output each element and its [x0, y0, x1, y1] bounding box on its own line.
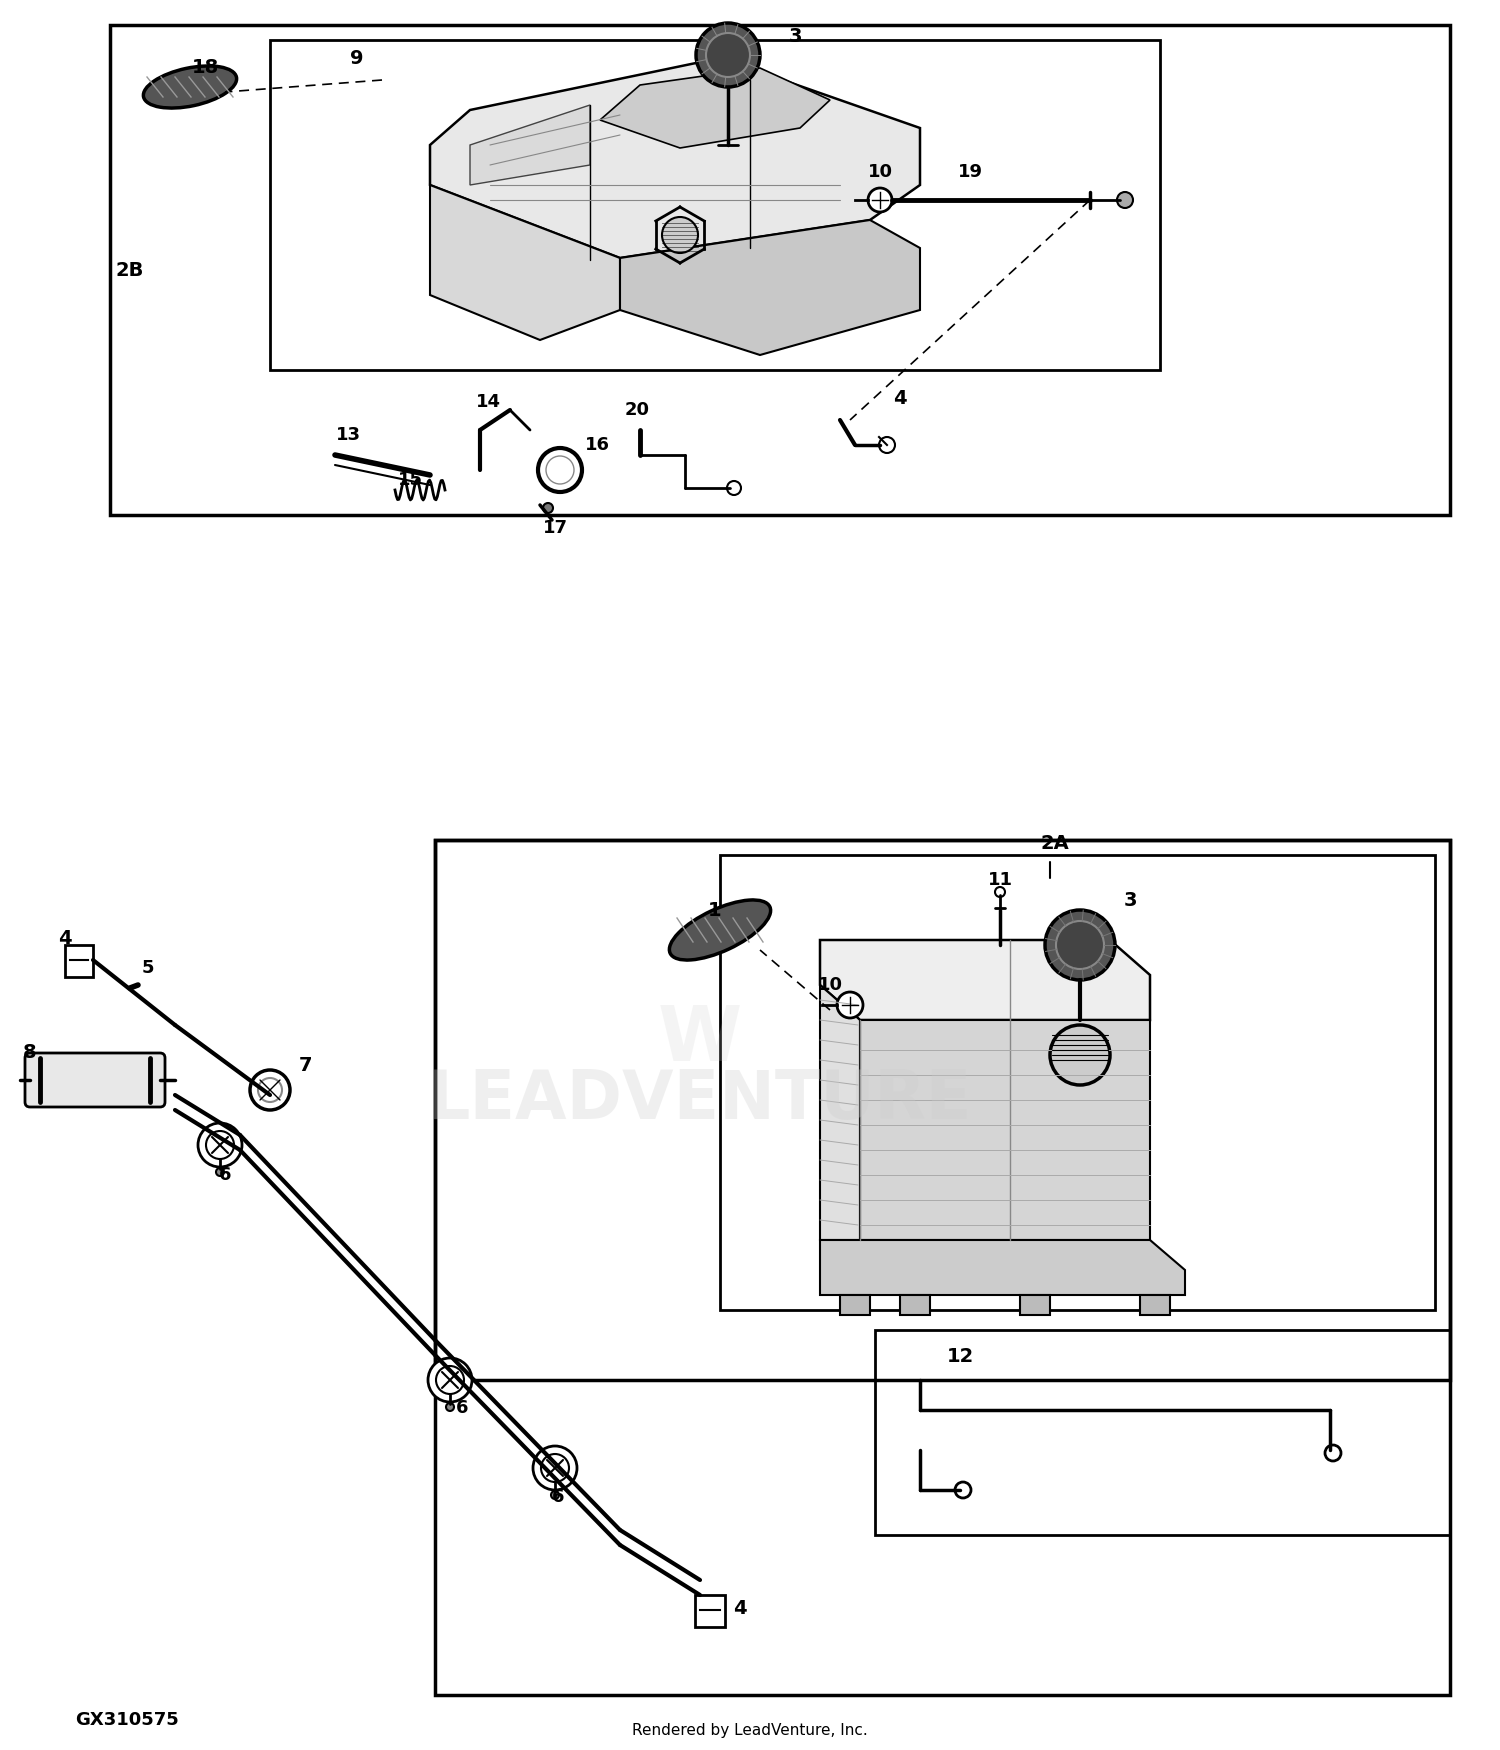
Polygon shape: [821, 985, 860, 1241]
FancyBboxPatch shape: [26, 1054, 165, 1108]
Text: GX310575: GX310575: [75, 1712, 178, 1729]
Polygon shape: [821, 940, 1150, 1020]
Text: 9: 9: [351, 49, 364, 68]
Circle shape: [216, 1167, 223, 1176]
Bar: [694, 1594, 724, 1628]
Text: 15: 15: [398, 471, 423, 488]
Circle shape: [1046, 910, 1114, 980]
Circle shape: [994, 887, 1005, 898]
Text: 2A: 2A: [1041, 833, 1070, 852]
Circle shape: [436, 1367, 463, 1395]
Text: 10: 10: [867, 163, 892, 180]
Bar: [874, 1330, 1450, 1535]
Bar: [720, 856, 1436, 1311]
Polygon shape: [1140, 1295, 1170, 1314]
Text: 12: 12: [946, 1346, 974, 1365]
Bar: [435, 840, 1450, 1381]
Text: 19: 19: [957, 163, 982, 180]
Circle shape: [543, 502, 554, 513]
Text: 14: 14: [476, 394, 501, 411]
Text: 6: 6: [219, 1166, 231, 1185]
Text: 7: 7: [298, 1055, 312, 1074]
Text: Rendered by LeadVenture, Inc.: Rendered by LeadVenture, Inc.: [632, 1722, 868, 1738]
Circle shape: [550, 1491, 560, 1500]
Text: 5: 5: [142, 959, 154, 977]
Text: 2B: 2B: [116, 261, 144, 280]
Text: 18: 18: [192, 58, 219, 77]
Circle shape: [837, 992, 862, 1018]
Bar: [435, 840, 1450, 1696]
Circle shape: [198, 1124, 242, 1167]
Polygon shape: [840, 1295, 870, 1314]
Text: 20: 20: [624, 401, 650, 418]
Polygon shape: [1020, 1295, 1050, 1314]
Circle shape: [446, 1404, 454, 1410]
Text: 16: 16: [585, 436, 609, 453]
Polygon shape: [900, 1295, 930, 1314]
Circle shape: [1118, 192, 1132, 208]
Ellipse shape: [144, 66, 237, 108]
Text: 13: 13: [336, 425, 360, 444]
Circle shape: [706, 33, 750, 77]
Ellipse shape: [669, 900, 771, 961]
Text: 4: 4: [892, 388, 908, 408]
Circle shape: [879, 438, 896, 453]
Circle shape: [206, 1130, 234, 1158]
Text: W: W: [658, 1003, 742, 1076]
Circle shape: [662, 217, 698, 254]
Circle shape: [427, 1358, 472, 1402]
Text: 4: 4: [58, 929, 72, 947]
Circle shape: [251, 1069, 290, 1110]
Circle shape: [258, 1078, 282, 1102]
Text: 17: 17: [543, 520, 567, 537]
Bar: [110, 24, 1450, 514]
Circle shape: [1050, 1026, 1110, 1085]
Polygon shape: [859, 1020, 1150, 1241]
Polygon shape: [470, 105, 590, 186]
Circle shape: [538, 448, 582, 492]
Circle shape: [542, 1454, 568, 1482]
Text: 4: 4: [734, 1598, 747, 1617]
Polygon shape: [600, 68, 830, 149]
Text: 6: 6: [552, 1488, 564, 1507]
Text: 1: 1: [708, 901, 722, 919]
Circle shape: [956, 1482, 970, 1498]
Text: 8: 8: [22, 1043, 38, 1062]
Polygon shape: [430, 58, 920, 257]
Text: 6: 6: [456, 1398, 468, 1418]
Circle shape: [728, 481, 741, 495]
Circle shape: [696, 23, 760, 88]
Bar: [270, 40, 1160, 369]
Bar: [64, 945, 93, 977]
Circle shape: [868, 187, 892, 212]
Polygon shape: [620, 220, 920, 355]
Text: LEADVENTURE: LEADVENTURE: [427, 1068, 972, 1132]
Circle shape: [1056, 920, 1104, 970]
Circle shape: [532, 1446, 578, 1489]
Circle shape: [1324, 1446, 1341, 1461]
Text: 3: 3: [788, 26, 801, 46]
Text: 10: 10: [818, 977, 843, 994]
Polygon shape: [430, 186, 620, 340]
Text: 11: 11: [987, 872, 1012, 889]
Circle shape: [546, 457, 574, 485]
Text: 3: 3: [1124, 891, 1137, 910]
Polygon shape: [821, 1241, 1185, 1295]
